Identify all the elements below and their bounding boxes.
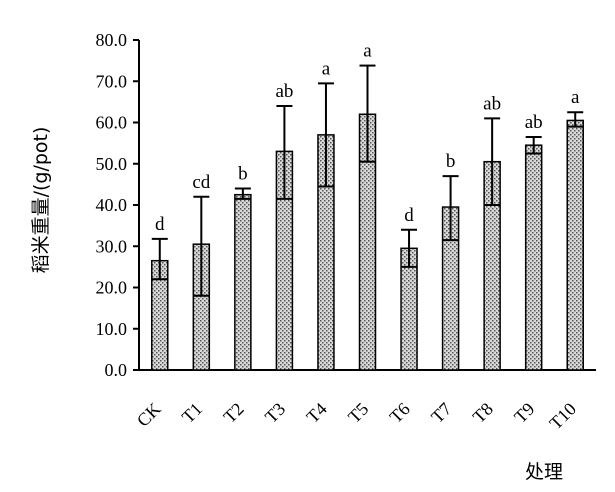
x-axis-title: 处理 — [525, 461, 563, 483]
x-tick-label: T4 — [302, 399, 330, 427]
significance-label: a — [322, 58, 331, 79]
plot-area: 0.0 10.0 20.0 30.0 40.0 50.0 60.0 70.0 80.0 d CK cd… — [96, 30, 596, 434]
y-tick-label: 20.0 — [96, 278, 128, 298]
significance-label: b — [446, 151, 456, 172]
y-tick-label: 80.0 — [96, 30, 128, 50]
y-tick-label: 70.0 — [96, 71, 128, 91]
y-tick-label: 30.0 — [96, 236, 128, 256]
x-tick-label: T1 — [178, 399, 206, 427]
significance-label: a — [571, 87, 580, 108]
significance-label: ab — [275, 81, 293, 102]
significance-label: ab — [525, 112, 543, 133]
significance-label: d — [404, 205, 414, 226]
x-tick-label: T6 — [386, 399, 414, 427]
significance-label: b — [238, 164, 248, 185]
x-tick-label: CK — [133, 399, 165, 431]
x-tick-label: T2 — [219, 399, 247, 427]
significance-label: d — [155, 214, 165, 235]
x-tick-label: T7 — [427, 399, 455, 427]
y-tick-label: 40.0 — [96, 195, 128, 215]
y-tick-label: 10.0 — [96, 319, 128, 339]
y-tick-label: 50.0 — [96, 154, 128, 174]
y-tick-label: 0.0 — [105, 360, 128, 380]
significance-label: cd — [192, 172, 210, 193]
y-tick-label: 60.0 — [96, 113, 128, 133]
x-tick-label: T5 — [344, 399, 372, 427]
bar — [524, 144, 543, 371]
x-tick-label: T3 — [261, 399, 289, 427]
significance-label: a — [363, 41, 372, 62]
significance-label: ab — [483, 93, 501, 114]
y-axis-title: 稻米重量/(g/pot) — [30, 127, 52, 274]
x-tick-label: T8 — [469, 399, 497, 427]
bar — [234, 193, 252, 371]
x-tick-label: T9 — [510, 399, 538, 427]
x-tick-label: T10 — [545, 399, 580, 434]
bar — [566, 119, 584, 371]
